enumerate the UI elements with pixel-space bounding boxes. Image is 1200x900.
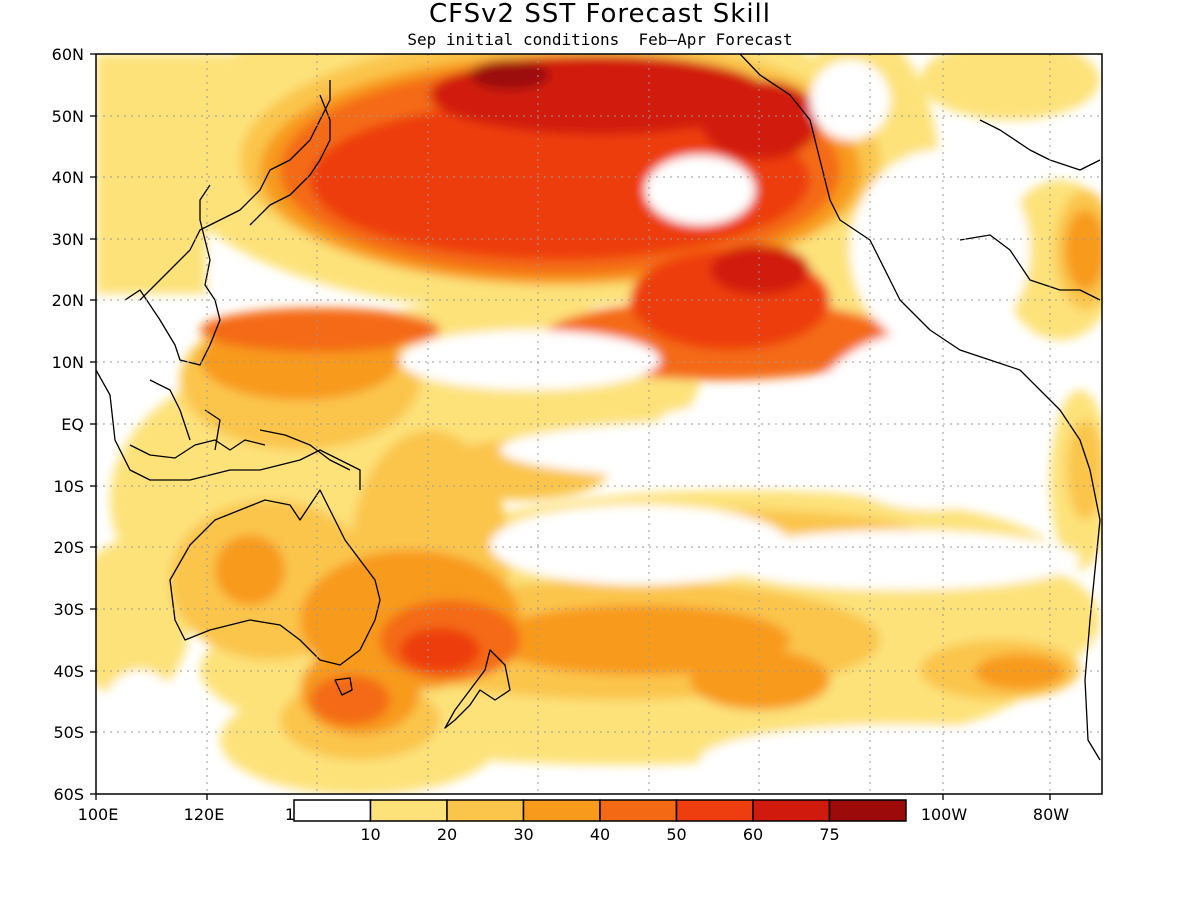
new-zealand-coastline: [444, 649, 511, 729]
south-america-coastline: [1084, 519, 1101, 761]
coastlines: [96, 54, 1101, 761]
lat-label: 40N: [52, 168, 84, 187]
colorbar-swatch: [446, 799, 525, 822]
lat-ticks: [90, 53, 96, 795]
colorbar-tick-label: 60: [743, 825, 763, 844]
north-america-coastline: [739, 54, 1101, 521]
lon-label: 100W: [921, 805, 968, 824]
colorbar-swatch: [828, 799, 907, 822]
lat-label: 10S: [53, 477, 84, 496]
lat-label: 20N: [52, 291, 84, 310]
asia-coastline: [96, 80, 361, 490]
lon-label: 1: [285, 805, 295, 824]
japan-coastline: [249, 94, 331, 226]
lat-label: 50N: [52, 107, 84, 126]
lat-label: 40S: [53, 662, 84, 681]
colorbar-swatch: [752, 799, 831, 822]
colorbar-swatch: [599, 799, 678, 822]
australia-coastline: [169, 489, 381, 666]
colorbar-tick-label: 30: [513, 825, 533, 844]
lat-label: 30S: [53, 600, 84, 619]
lat-label: 60N: [52, 45, 84, 64]
lon-labels: 100E 120E 1 100W 80W: [78, 805, 1070, 824]
lat-labels: 60N 50N 40N 30N 20N 10N EQ 10S 20S 30S 4…: [52, 45, 84, 804]
lat-label: 60S: [53, 785, 84, 804]
colorbar-swatch: [675, 799, 754, 822]
lon-ticks: [95, 794, 1051, 800]
lat-label: 30N: [52, 230, 84, 249]
map-gridlines: [96, 54, 1102, 794]
colorbar-swatch: [522, 799, 601, 822]
lon-label: 80W: [1033, 805, 1069, 824]
skill-field: [96, 54, 1102, 794]
tasmania-coastline: [334, 677, 353, 696]
colorbar: 10 20 30 40 50 60 75: [293, 799, 907, 844]
indonesia-coastline: [129, 379, 351, 471]
map-title: CFSv2 SST Forecast Skill: [429, 0, 771, 29]
skill-level-75: [470, 60, 550, 90]
lat-label: 10N: [52, 353, 84, 372]
lon-label: 100E: [78, 805, 119, 824]
colorbar-tick-label: 50: [666, 825, 686, 844]
lat-label: 20S: [53, 538, 84, 557]
colorbar-tick-label: 10: [360, 825, 380, 844]
lat-label: 50S: [53, 723, 84, 742]
lon-label: 120E: [184, 805, 225, 824]
colorbar-tick-label: 40: [590, 825, 610, 844]
colorbar-swatch: [293, 799, 372, 822]
colorbar-tick-label: 20: [437, 825, 457, 844]
colorbar-boxes: [293, 799, 907, 822]
colorbar-swatch: [369, 799, 448, 822]
lat-label: EQ: [61, 415, 84, 434]
map-subtitle: Sep initial conditions Feb–Apr Forecast: [407, 30, 792, 49]
colorbar-tick-label: 75: [819, 825, 839, 844]
colorbar-labels: 10 20 30 40 50 60 75: [360, 825, 839, 844]
